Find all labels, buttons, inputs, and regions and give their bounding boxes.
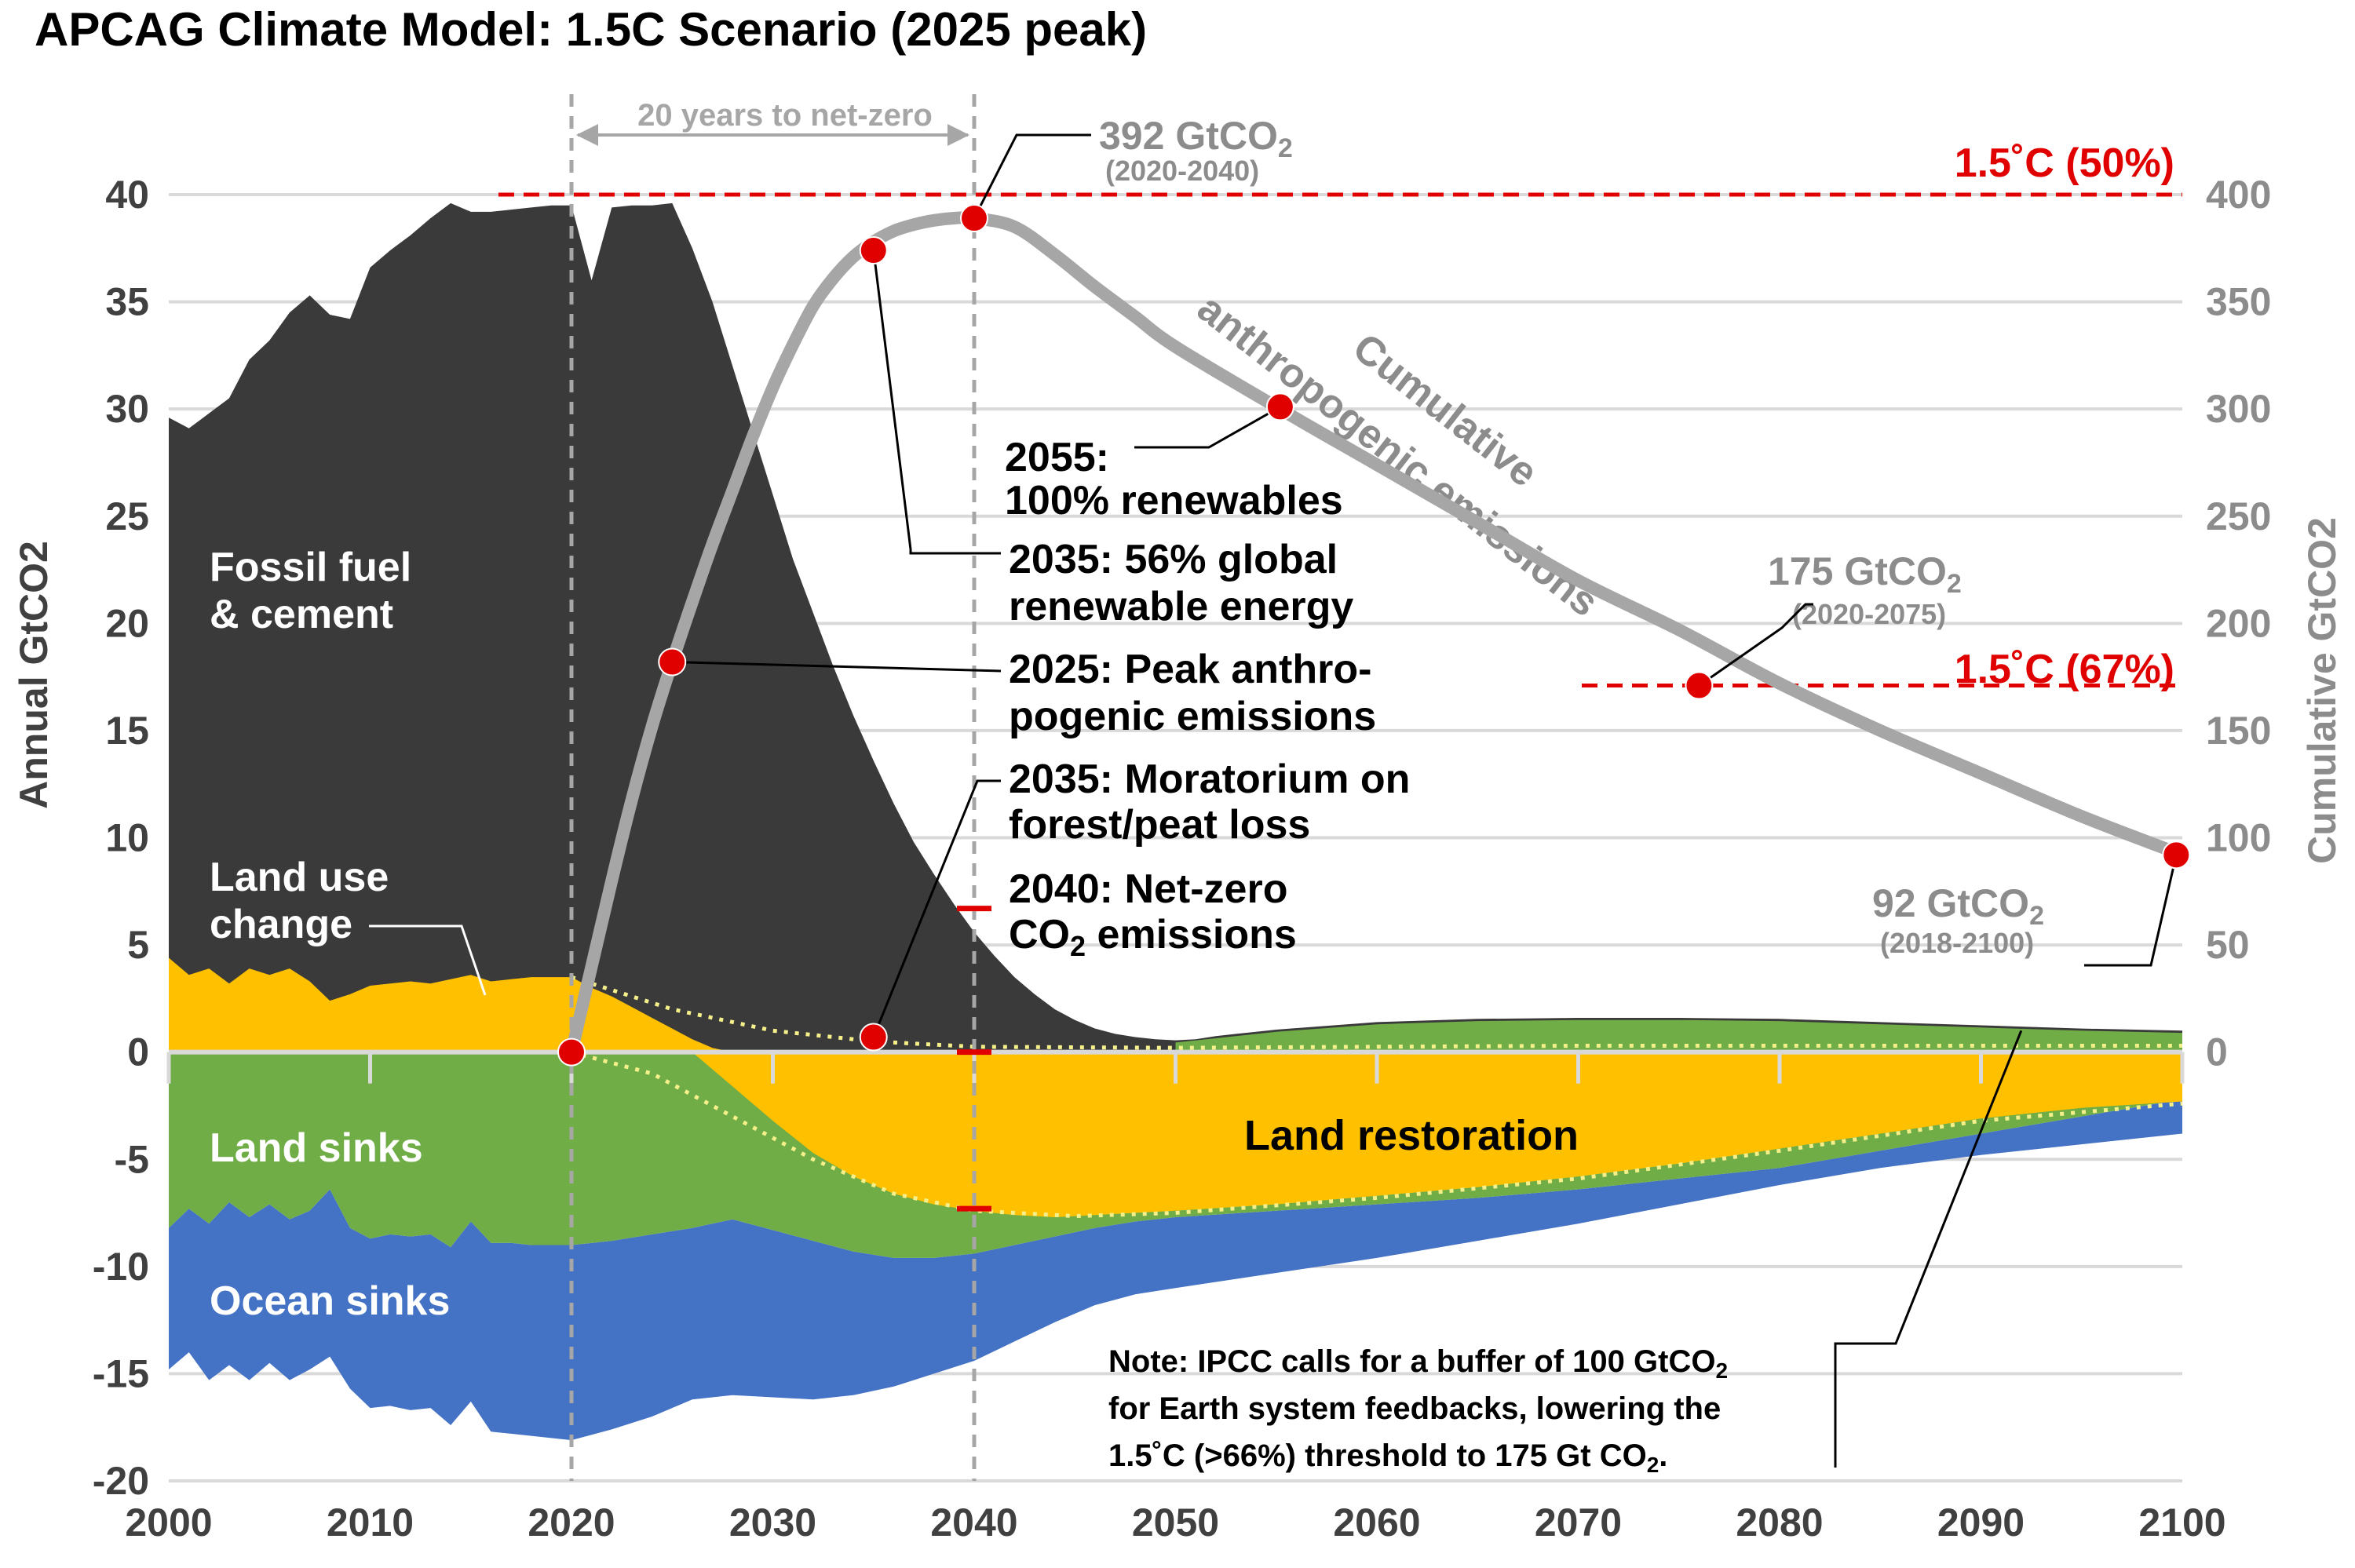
arrowhead-right [947,124,969,146]
end-period-label: (2018-2100) [1880,927,2034,959]
label-restoration: Land restoration [1244,1112,1579,1159]
y-tick-right: 0 [2206,1030,2228,1074]
y-axis-left-label: Annual GtCO2 [12,541,56,809]
note-line-1: Note: IPCC calls for a buffer of 100 GtC… [1108,1344,1728,1383]
milestone-netzero-2: CO2 emissions [1009,912,1297,962]
y-tick-left: 20 [105,601,149,645]
leader-line [872,779,1001,1038]
threshold-50-label: 1.5˚C (50%) [1955,140,2174,186]
markers [557,204,2191,1067]
y-tick-left: 40 [105,173,149,217]
marker-origin [557,1037,586,1067]
x-tick-label: 2020 [528,1501,615,1544]
y-tick-right: 350 [2206,280,2271,324]
y-tick-right: 200 [2206,601,2271,645]
label-fossil-1: Fossil fuel [210,545,411,590]
y-tick-left: 30 [105,387,149,431]
x-axis-ticks: 2000 2010 2020 2030 2040 2050 2060 2070 2080 2090… [125,1501,2225,1544]
leader-line [672,661,1002,673]
marker-mid-2075 [1685,671,1714,700]
y-tick-left: -20 [93,1459,149,1503]
y-axis-right-label: Cumulative GtCO2 [2300,517,2344,864]
milestone-2025-1: 2025: Peak anthro- [1009,647,1371,692]
milestone-2055-1: 2055: [1005,435,1109,480]
label-landuse-2: change [210,902,352,947]
milestone-2035-2: renewable energy [1009,584,1353,629]
x-tick-label: 2070 [1535,1501,1622,1544]
note-line-2: for Earth system feedbacks, lowering the [1108,1391,1721,1426]
area-ocean-sinks [169,1099,2182,1441]
label-ocean: Ocean sinks [210,1278,450,1324]
area-land-restoration [692,1052,2182,1217]
milestone-forest-2: forest/peat loss [1009,802,1310,848]
y-tick-right: 150 [2206,709,2271,753]
cumulative-emissions-curve [565,211,2189,1059]
y-tick-right: 400 [2206,173,2271,217]
x-tick-label: 2000 [125,1501,212,1544]
y-tick-right: 250 [2206,494,2271,538]
marker-end-2100 [2162,841,2191,870]
dotted-line-lower [571,1050,2183,1219]
leader-line-peak [973,133,1091,219]
marker-peak-2025 [658,647,687,676]
leader-line [1134,406,1281,449]
chart-title: APCAG Climate Model: 1.5C Scenario (2025… [35,3,1147,56]
mid-period-label: (2020-2075) [1792,598,1946,630]
leader-landuse [369,924,487,996]
y-tick-left: 35 [105,280,149,324]
right-axis-ticks: 400 350 300 250 200 150 100 50 0 [2206,173,2271,1074]
x-tick-label: 2030 [729,1501,816,1544]
milestone-netzero-1: 2040: Net-zero [1009,866,1287,912]
milestone-2055-2: 100% renewables [1005,478,1343,523]
x-tick-label: 2050 [1132,1501,1219,1544]
peak-value-label: 392 GtCO2 [1099,114,1293,163]
y-tick-left: -10 [93,1245,149,1289]
leader-line [1834,1030,2023,1468]
x-tick-label: 2090 [1937,1501,2025,1544]
marker-forest-2035 [859,1023,888,1052]
area-land-regrowth [1175,1019,2182,1052]
y-tick-left: 5 [127,923,149,967]
leader-line [2084,855,2178,967]
leader-line [872,250,1001,555]
label-landuse-1: Land use [210,855,389,900]
marker-renew-2035 [859,236,888,265]
milestone-2035-1: 2035: 56% global [1009,537,1338,582]
area-series [169,202,2182,1441]
note-line-3: 1.5˚C (>66%) threshold to 175 Gt CO2. [1108,1439,1667,1477]
end-value-label: 92 GtCO2 [1872,881,2044,931]
milestone-forest-1: 2035: Moratorium on [1009,757,1410,802]
x-tick-label: 2080 [1736,1501,1823,1544]
area-land-use-change [169,957,733,1052]
y-tick-right: 100 [2206,816,2271,860]
net-zero-span-label: 20 years to net-zero [637,98,933,133]
y-tick-left: 0 [127,1030,149,1074]
y-tick-right: 50 [2206,923,2250,967]
left-axis-ticks: 40 35 30 25 20 15 10 5 0 -5 -10 -15 -20 [93,173,149,1503]
overlay-lines [498,94,2189,1481]
milestone-2025-2: pogenic emissions [1009,694,1376,739]
label-landsinks: Land sinks [210,1125,423,1171]
y-tick-left: -15 [93,1351,149,1395]
y-tick-left: 25 [105,494,149,538]
leader-line [1698,603,1813,687]
y-tick-left: -5 [115,1137,149,1181]
x-tick-label: 2040 [930,1501,1017,1544]
x-tick-label: 2060 [1333,1501,1420,1544]
marker-renew-2055 [1265,392,1294,421]
label-fossil-2: & cement [210,592,393,637]
arrowhead-left [576,124,598,146]
x-tick-label: 2100 [2138,1501,2225,1544]
mid-value-label: 175 GtCO2 [1768,549,1962,599]
x-tick-label: 2010 [327,1501,414,1544]
y-tick-left: 15 [105,709,149,753]
area-fossil-fuel [169,202,2182,1052]
y-tick-left: 10 [105,816,149,860]
marker-peak-2040 [960,204,988,233]
peak-period-label: (2020-2040) [1105,155,1259,187]
y-tick-right: 300 [2206,387,2271,431]
